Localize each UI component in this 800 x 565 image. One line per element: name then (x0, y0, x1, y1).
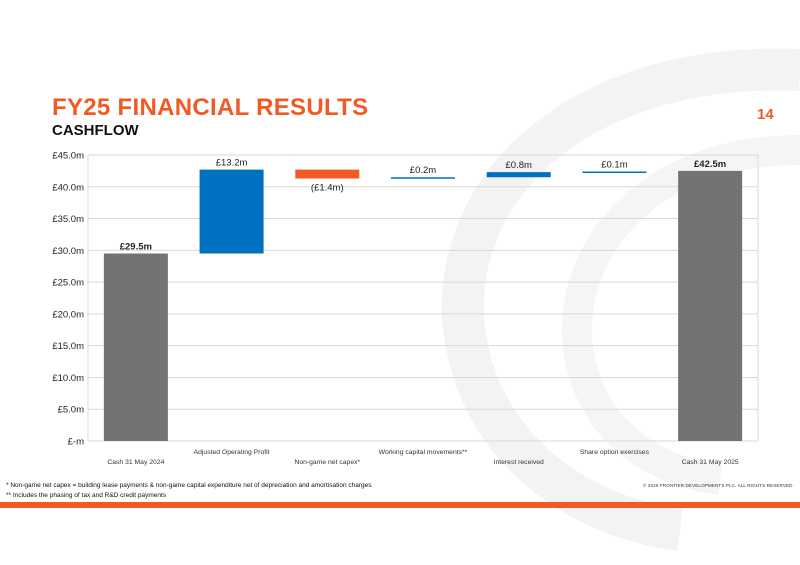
bar-5 (486, 172, 551, 178)
y-tick-label: £15.0m (52, 341, 84, 352)
bar-3 (295, 169, 360, 179)
bar-7 (678, 170, 743, 441)
x-tick-label: Cash 31 May 2024 (107, 459, 164, 466)
y-axis-ticks: £-m £5.0m £10.0m £15.0m £20.0m £25.0m £30.0m £3… (52, 151, 84, 448)
data-label: £0.1m (601, 160, 627, 171)
y-tick-label: £20.0m (52, 309, 84, 320)
y-tick-label: £40.0m (52, 182, 84, 193)
y-tick-label: £30.0m (52, 246, 84, 257)
page-number: 14 (757, 106, 774, 123)
footnote-working-capital: ** Includes the phasing of tax and R&D c… (6, 492, 167, 499)
page-title: FY25 FINANCIAL RESULTS (52, 94, 369, 121)
x-tick-label: Adjusted Operating Profit (194, 449, 270, 456)
y-tick-label: £25.0m (52, 278, 84, 289)
footnote-capex: * Non-game net capex = building lease pa… (6, 482, 372, 489)
bottom-accent-bar (0, 502, 800, 508)
bar-1 (103, 253, 168, 441)
data-label: £0.8m (506, 160, 532, 171)
data-label: £29.5m (120, 242, 152, 253)
x-tick-label: Working capital movements** (379, 449, 468, 456)
bars (103, 169, 743, 441)
page-subtitle: CASHFLOW (52, 122, 139, 139)
x-tick-label: Interest received (494, 459, 544, 466)
y-tick-label: £5.0m (58, 405, 84, 416)
bar-6 (582, 171, 647, 174)
grid-lines (87, 154, 759, 442)
x-tick-label: Share option exercises (580, 449, 650, 456)
data-labels: £29.5m £13.2m (£1.4m) £0.2m £0.8m £0.1m £42.5m (120, 158, 727, 253)
y-tick-label: £45.0m (52, 151, 84, 162)
x-tick-label: Cash 31 May 2025 (682, 459, 739, 466)
data-label: £13.2m (216, 158, 248, 169)
data-label: (£1.4m) (311, 183, 344, 194)
y-tick-label: £10.0m (52, 373, 84, 384)
y-tick-label: £35.0m (52, 214, 84, 225)
copyright-notice: © 2025 FRONTIER DEVELOPMENTS PLC. ALL RI… (643, 483, 793, 488)
x-axis-ticks: Cash 31 May 2024 Adjusted Operating Profi… (107, 449, 739, 466)
y-tick-label: £-m (68, 437, 84, 448)
bar-4 (391, 177, 455, 179)
data-label: £42.5m (694, 159, 726, 170)
bar-2 (199, 169, 264, 254)
data-label: £0.2m (410, 165, 436, 176)
x-tick-label: Non-game net capex* (294, 459, 360, 466)
